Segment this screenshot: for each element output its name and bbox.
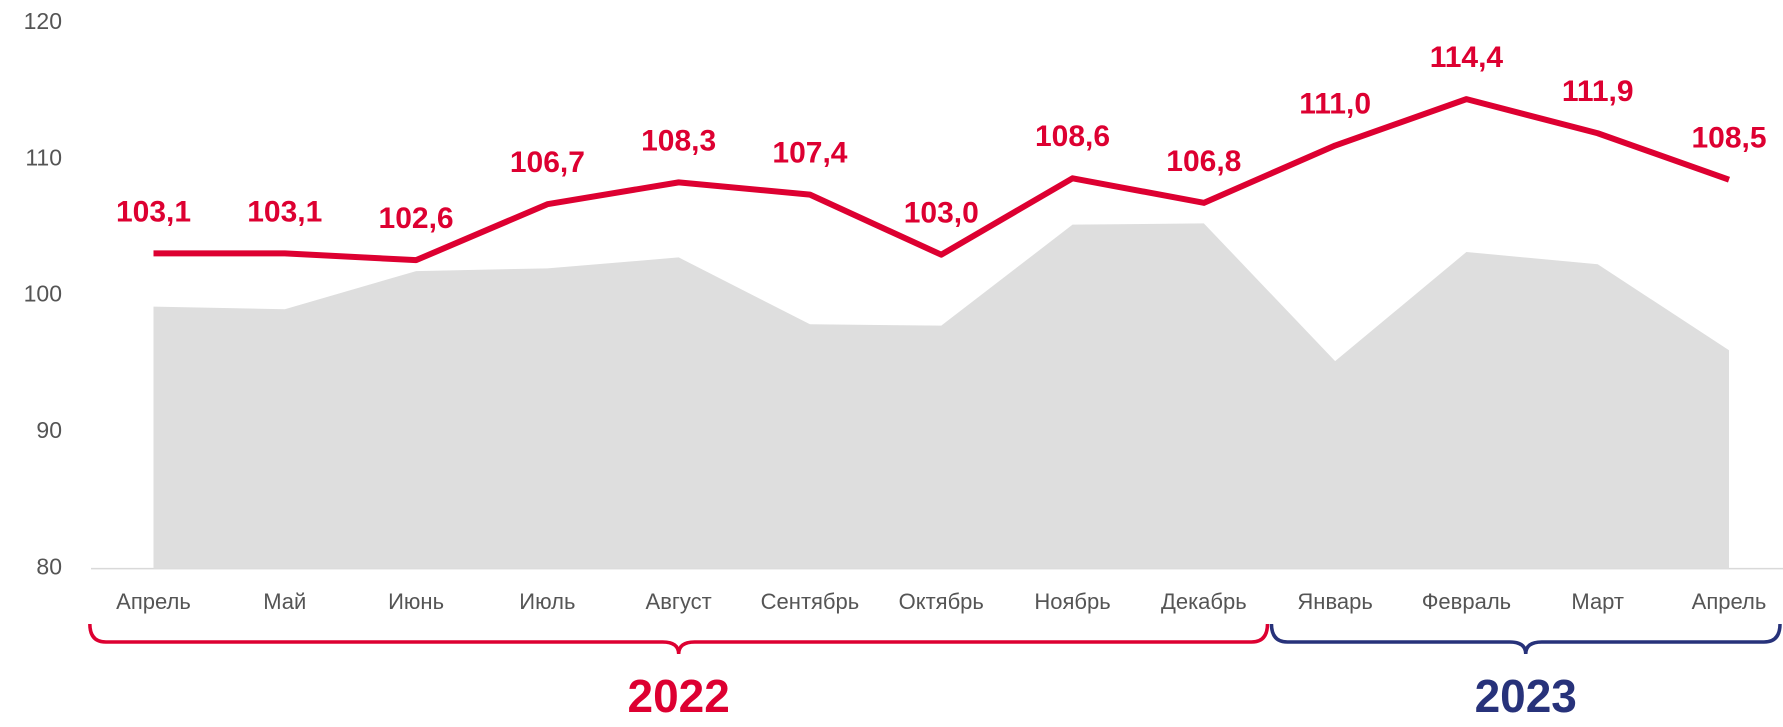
- value-label: 111,0: [1299, 87, 1371, 120]
- year-bracket: [88, 623, 1270, 655]
- x-tick-label: Ноябрь: [1034, 589, 1110, 614]
- x-tick-label: Август: [646, 589, 712, 614]
- y-tick-label: 110: [25, 144, 62, 170]
- value-label: 106,8: [1166, 145, 1241, 178]
- value-label: 103,1: [116, 195, 191, 228]
- value-label: 103,1: [247, 195, 322, 228]
- value-label: 107,4: [772, 137, 847, 170]
- x-tick-label: Декабрь: [1161, 589, 1247, 614]
- year-label: 2022: [627, 670, 729, 722]
- x-tick-label: Май: [263, 589, 306, 614]
- y-tick-label: 100: [24, 281, 62, 307]
- x-tick-label: Октябрь: [899, 589, 984, 614]
- year-label: 2023: [1475, 670, 1577, 722]
- y-tick-label: 90: [36, 417, 62, 443]
- x-tick-label: Январь: [1297, 589, 1372, 614]
- x-tick-label: Сентябрь: [761, 589, 860, 614]
- value-label: 108,5: [1691, 122, 1766, 155]
- x-tick-label: Июнь: [388, 589, 444, 614]
- y-tick-label: 80: [36, 554, 62, 580]
- x-tick-label: Апрель: [116, 589, 191, 614]
- value-label: 102,6: [379, 202, 454, 235]
- value-label: 106,7: [510, 146, 585, 179]
- x-tick-label: Февраль: [1422, 589, 1511, 614]
- line: [153, 96, 1730, 264]
- x-tick-label: Апрель: [1692, 589, 1767, 614]
- x-tick-label: Июль: [519, 589, 575, 614]
- year-bracket: [1269, 623, 1782, 655]
- value-label: 111,9: [1562, 75, 1634, 108]
- y-tick-label: 120: [24, 8, 62, 34]
- value-label: 108,3: [641, 124, 716, 157]
- value-label: 114,4: [1430, 41, 1504, 74]
- value-label: 108,6: [1035, 120, 1110, 153]
- value-label: 103,0: [904, 197, 979, 230]
- area: [153, 223, 1729, 569]
- x-tick-label: Март: [1571, 589, 1624, 614]
